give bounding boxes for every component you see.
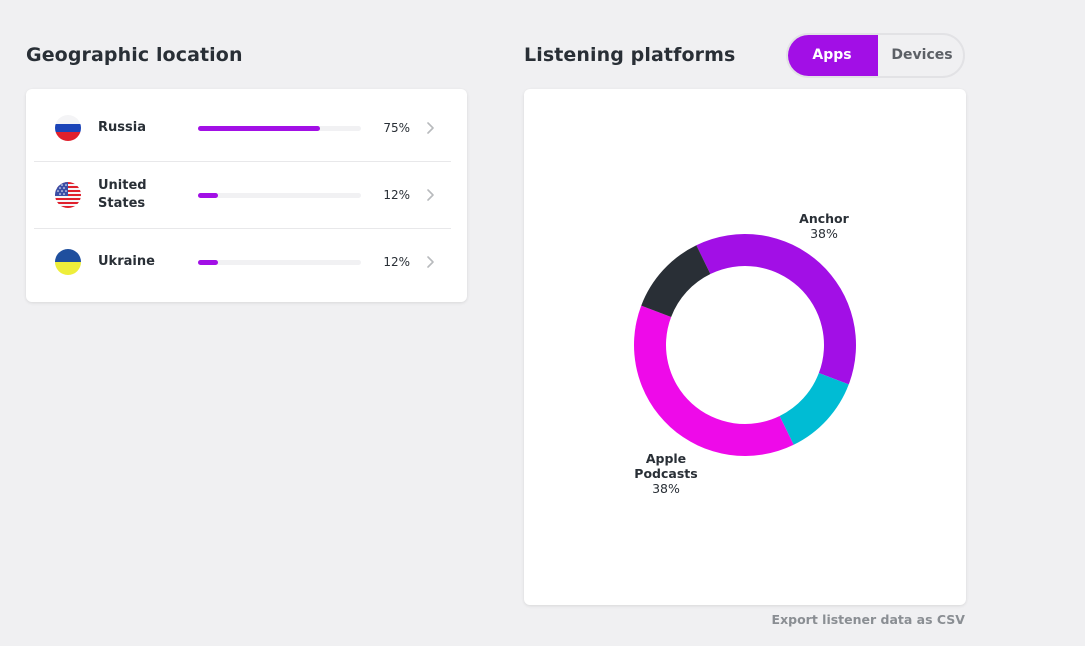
row-divider (34, 228, 451, 229)
listening-platforms-title: Listening platforms (524, 44, 736, 66)
share-percent: 12% (383, 255, 410, 269)
share-bar-fill (198, 126, 321, 131)
devices-toggle-button[interactable]: Devices (891, 47, 953, 63)
listening-platforms-card: Anchor 38% Apple Podcasts 38% (524, 89, 966, 605)
usa-flag-icon (55, 182, 81, 208)
geographic-location-card: Russia 75% (26, 89, 467, 302)
country-name: United States (98, 178, 147, 211)
slice-label-anchor: Anchor (799, 211, 849, 226)
slice-label-apple-podcasts-line1: Apple (646, 451, 686, 466)
geo-row-united-states[interactable]: United States 12% (34, 162, 451, 228)
russia-flag-icon (55, 115, 81, 141)
slice-label-apple-podcasts-line2: Podcasts (634, 466, 697, 481)
slice-value-apple-podcasts: 38% (652, 481, 680, 496)
slice-dark[interactable] (641, 245, 711, 317)
share-bar-track (198, 126, 361, 131)
share-bar-track (198, 193, 361, 198)
row-divider (34, 161, 451, 162)
share-bar-track (198, 260, 361, 265)
slice-value-anchor: 38% (810, 226, 838, 241)
share-bar-fill (198, 260, 218, 265)
slice-anchor[interactable] (696, 233, 856, 385)
geographic-location-title: Geographic location (26, 44, 243, 66)
apps-devices-toggle: Apps Devices (786, 33, 965, 78)
share-bar-fill (198, 193, 218, 198)
country-name: Ukraine (98, 254, 155, 269)
geo-row-ukraine[interactable]: Ukraine 12% (34, 229, 451, 295)
chevron-right-icon (427, 256, 434, 268)
geo-row-russia[interactable]: Russia 75% (34, 95, 451, 161)
country-name: Russia (98, 120, 146, 135)
share-percent: 12% (383, 188, 410, 202)
slice-apple-podcasts[interactable] (634, 305, 794, 457)
chevron-right-icon (427, 189, 434, 201)
share-percent: 75% (383, 121, 410, 135)
slice-cyan[interactable] (779, 373, 849, 445)
apps-toggle-button[interactable]: Apps (788, 35, 878, 76)
export-csv-link[interactable]: Export listener data as CSV (771, 612, 965, 627)
ukraine-flag-icon (55, 249, 81, 275)
platforms-donut-chart: Anchor 38% Apple Podcasts 38% (634, 211, 856, 496)
chevron-right-icon (427, 122, 434, 134)
